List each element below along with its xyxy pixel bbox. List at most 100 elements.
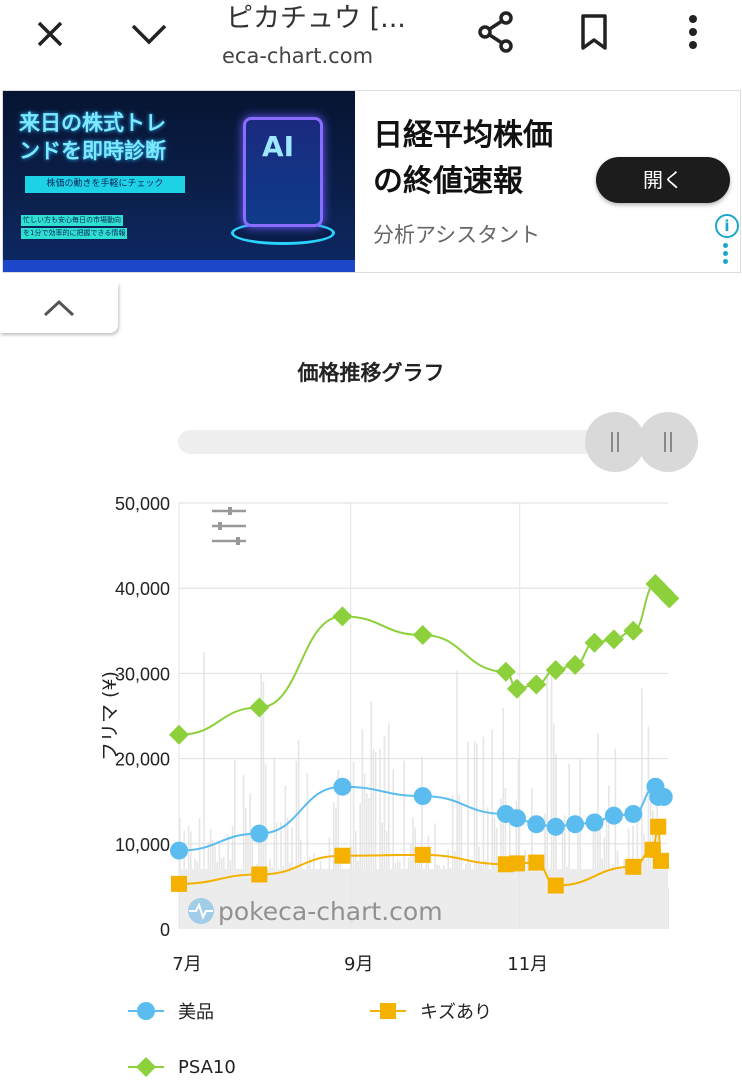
volume-bar xyxy=(649,795,652,929)
volume-bar xyxy=(361,729,364,929)
data-point[interactable] xyxy=(526,674,547,695)
data-point[interactable] xyxy=(624,804,643,823)
y-tick-label: 0 xyxy=(160,920,170,940)
ad-image-ai-panel: AI xyxy=(243,117,323,227)
ad-advertiser: 分析アシスタント xyxy=(373,223,541,247)
ad-headline[interactable]: 日経平均株価 の終値速報 xyxy=(373,118,553,199)
volume-bar xyxy=(456,670,458,929)
data-point[interactable] xyxy=(652,852,669,869)
data-point[interactable] xyxy=(625,858,642,875)
data-point[interactable] xyxy=(527,815,546,834)
y-tick-label: 50,000 xyxy=(115,494,170,514)
data-point[interactable] xyxy=(506,678,527,699)
volume-bar xyxy=(608,785,610,929)
data-point[interactable] xyxy=(566,815,585,834)
browser-toolbar: ピカチュウ [... eca-chart.com xyxy=(0,0,742,86)
data-point[interactable] xyxy=(659,588,680,609)
data-point[interactable] xyxy=(251,866,268,883)
data-point[interactable] xyxy=(584,632,605,653)
volume-bar xyxy=(306,772,309,929)
data-point[interactable] xyxy=(250,824,269,843)
more-vert-icon[interactable] xyxy=(676,10,710,54)
volume-bar xyxy=(242,774,245,929)
volume-bar xyxy=(363,773,366,929)
chevron-up-icon xyxy=(43,299,75,317)
data-point[interactable] xyxy=(546,817,565,836)
y-tick-label: 40,000 xyxy=(115,579,170,599)
range-slider-left-handle[interactable] xyxy=(585,412,645,472)
y-axis-label: フリマ (¥) xyxy=(99,671,121,761)
y-tick-label: 30,000 xyxy=(115,664,170,684)
page-url[interactable]: eca-chart.com xyxy=(222,44,374,68)
ad-image-strip xyxy=(3,260,355,272)
data-point[interactable] xyxy=(333,777,352,796)
share-icon[interactable] xyxy=(472,8,520,56)
data-point[interactable] xyxy=(604,806,623,825)
data-point[interactable] xyxy=(412,625,433,646)
legend-circle-icon xyxy=(128,1002,164,1020)
volume-bar xyxy=(297,739,300,929)
volume-bar xyxy=(333,802,335,929)
data-point[interactable] xyxy=(332,606,353,627)
volume-bar xyxy=(403,760,405,929)
volume-bar xyxy=(641,688,643,929)
volume-bar xyxy=(568,763,570,929)
legend-label: PSA10 xyxy=(178,1056,236,1078)
chart-title: 価格推移グラフ xyxy=(297,361,445,385)
data-point[interactable] xyxy=(623,620,644,641)
volume-bar xyxy=(273,757,276,929)
legend-item-psa10[interactable]: PSA10 xyxy=(128,1056,236,1078)
volume-bar xyxy=(546,670,548,929)
close-icon[interactable] xyxy=(30,14,70,54)
data-point[interactable] xyxy=(653,582,674,603)
volume-bar xyxy=(482,736,485,929)
data-point[interactable] xyxy=(547,877,564,894)
collapse-ad-button[interactable] xyxy=(0,283,118,333)
ad-open-button[interactable]: 開く xyxy=(596,157,730,203)
chart-settings-icon[interactable] xyxy=(212,507,246,545)
volume-bar xyxy=(234,760,236,929)
bookmark-icon[interactable] xyxy=(574,10,614,54)
range-slider-right-handle[interactable] xyxy=(638,412,698,472)
data-point[interactable] xyxy=(495,661,516,682)
watermark-text: pokeca-chart.com xyxy=(218,897,443,926)
data-point[interactable] xyxy=(545,659,566,680)
volume-bar xyxy=(295,760,298,929)
volume-bar xyxy=(667,888,669,929)
data-point[interactable] xyxy=(654,787,673,806)
data-point[interactable] xyxy=(249,697,270,718)
volume-bar xyxy=(487,806,489,929)
data-point[interactable] xyxy=(603,629,624,650)
volume-bar xyxy=(473,740,476,929)
legend-diamond-icon xyxy=(128,1057,164,1077)
data-point[interactable] xyxy=(170,841,188,860)
volume-bar xyxy=(458,794,460,929)
volume-bar xyxy=(203,652,205,929)
info-icon[interactable]: i xyxy=(715,214,739,238)
data-point[interactable] xyxy=(508,855,525,872)
data-point[interactable] xyxy=(169,724,189,745)
legend-item-bihin[interactable]: 美品 xyxy=(128,998,214,1024)
legend-item-kizu[interactable]: キズあり xyxy=(370,998,492,1024)
ad-banner[interactable]: 来日の株式トレ ンドを即時診断 株価の動きを手軽にチェック 忙しい方も安心毎日の市… xyxy=(2,90,741,273)
volume-bar xyxy=(359,803,361,929)
data-point[interactable] xyxy=(650,818,667,835)
data-point[interactable] xyxy=(414,846,431,863)
data-point[interactable] xyxy=(171,875,187,892)
page-title: ピカチュウ [... xyxy=(226,3,406,34)
ad-more-icon[interactable] xyxy=(723,243,729,267)
volume-bar xyxy=(647,726,650,929)
volume-bar xyxy=(388,723,390,929)
data-point[interactable] xyxy=(507,809,526,828)
range-slider-track[interactable] xyxy=(178,430,618,454)
volume-bar xyxy=(491,729,493,929)
data-point[interactable] xyxy=(585,813,604,832)
data-point[interactable] xyxy=(565,654,586,675)
data-point[interactable] xyxy=(528,854,545,871)
data-point[interactable] xyxy=(334,847,351,864)
volume-bar xyxy=(467,741,469,929)
ad-image[interactable]: 来日の株式トレ ンドを即時診断 株価の動きを手軽にチェック 忙しい方も安心毎日の市… xyxy=(3,91,355,272)
chevron-down-icon[interactable] xyxy=(126,14,172,54)
data-point[interactable] xyxy=(413,787,432,806)
volume-bar xyxy=(245,808,247,929)
